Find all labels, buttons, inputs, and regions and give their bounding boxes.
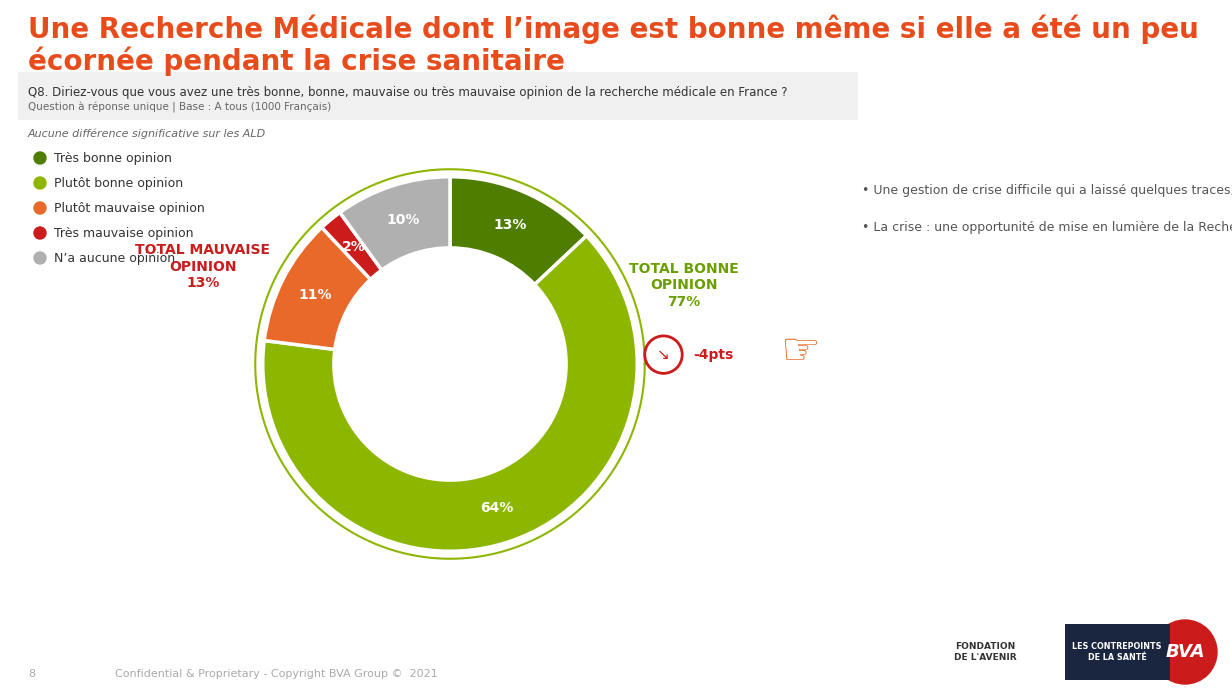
FancyBboxPatch shape bbox=[1064, 624, 1170, 680]
Text: 2%: 2% bbox=[341, 240, 365, 254]
Circle shape bbox=[34, 177, 46, 189]
Text: Très bonne opinion: Très bonne opinion bbox=[54, 151, 172, 164]
Text: 64%: 64% bbox=[480, 501, 514, 515]
Wedge shape bbox=[450, 177, 586, 285]
Text: Aucune différence significative sur les ALD: Aucune différence significative sur les … bbox=[28, 128, 266, 139]
Text: N’a aucune opinion: N’a aucune opinion bbox=[54, 251, 175, 264]
Text: -4pts: -4pts bbox=[694, 348, 734, 362]
Text: Plutôt bonne opinion: Plutôt bonne opinion bbox=[54, 176, 184, 189]
Text: 10%: 10% bbox=[387, 213, 420, 227]
Circle shape bbox=[34, 227, 46, 239]
Text: Une Recherche Médicale dont l’image est bonne même si elle a été un peu: Une Recherche Médicale dont l’image est … bbox=[28, 14, 1199, 44]
Text: TOTAL MAUVAISE
OPINION
13%: TOTAL MAUVAISE OPINION 13% bbox=[136, 244, 270, 290]
Wedge shape bbox=[322, 212, 382, 280]
FancyBboxPatch shape bbox=[18, 72, 857, 120]
Text: ☞: ☞ bbox=[780, 330, 821, 373]
Text: ↘: ↘ bbox=[657, 347, 670, 362]
Text: TOTAL BONNE
OPINION
77%: TOTAL BONNE OPINION 77% bbox=[630, 262, 739, 309]
Wedge shape bbox=[340, 177, 450, 270]
Circle shape bbox=[34, 202, 46, 214]
Wedge shape bbox=[264, 228, 371, 350]
Circle shape bbox=[1153, 620, 1217, 684]
Text: • Une gestion de crise difficile qui a laissé quelques traces, mais l’image de l: • Une gestion de crise difficile qui a l… bbox=[862, 184, 1232, 234]
Text: écornée pendant la crise sanitaire: écornée pendant la crise sanitaire bbox=[28, 46, 565, 76]
Text: FONDATION
DE L'AVENIR: FONDATION DE L'AVENIR bbox=[954, 643, 1016, 661]
Text: Plutôt mauvaise opinion: Plutôt mauvaise opinion bbox=[54, 201, 205, 214]
Wedge shape bbox=[262, 236, 637, 551]
Circle shape bbox=[34, 152, 46, 164]
Text: 8: 8 bbox=[28, 669, 36, 679]
Text: 11%: 11% bbox=[298, 288, 331, 302]
Text: LES CONTREPOINTS
DE LA SANTÉ: LES CONTREPOINTS DE LA SANTÉ bbox=[1072, 643, 1162, 661]
Circle shape bbox=[334, 248, 565, 480]
Text: BVA: BVA bbox=[1165, 643, 1205, 661]
Text: Question à réponse unique | Base : A tous (1000 Français): Question à réponse unique | Base : A tou… bbox=[28, 102, 331, 113]
Text: Très mauvaise opinion: Très mauvaise opinion bbox=[54, 226, 193, 239]
Text: 13%: 13% bbox=[494, 218, 527, 232]
Circle shape bbox=[34, 252, 46, 264]
Text: Q8. Diriez-vous que vous avez une très bonne, bonne, mauvaise ou très mauvaise o: Q8. Diriez-vous que vous avez une très b… bbox=[28, 86, 787, 99]
Text: Confidential & Proprietary - Copyright BVA Group ©  2021: Confidential & Proprietary - Copyright B… bbox=[115, 669, 437, 679]
